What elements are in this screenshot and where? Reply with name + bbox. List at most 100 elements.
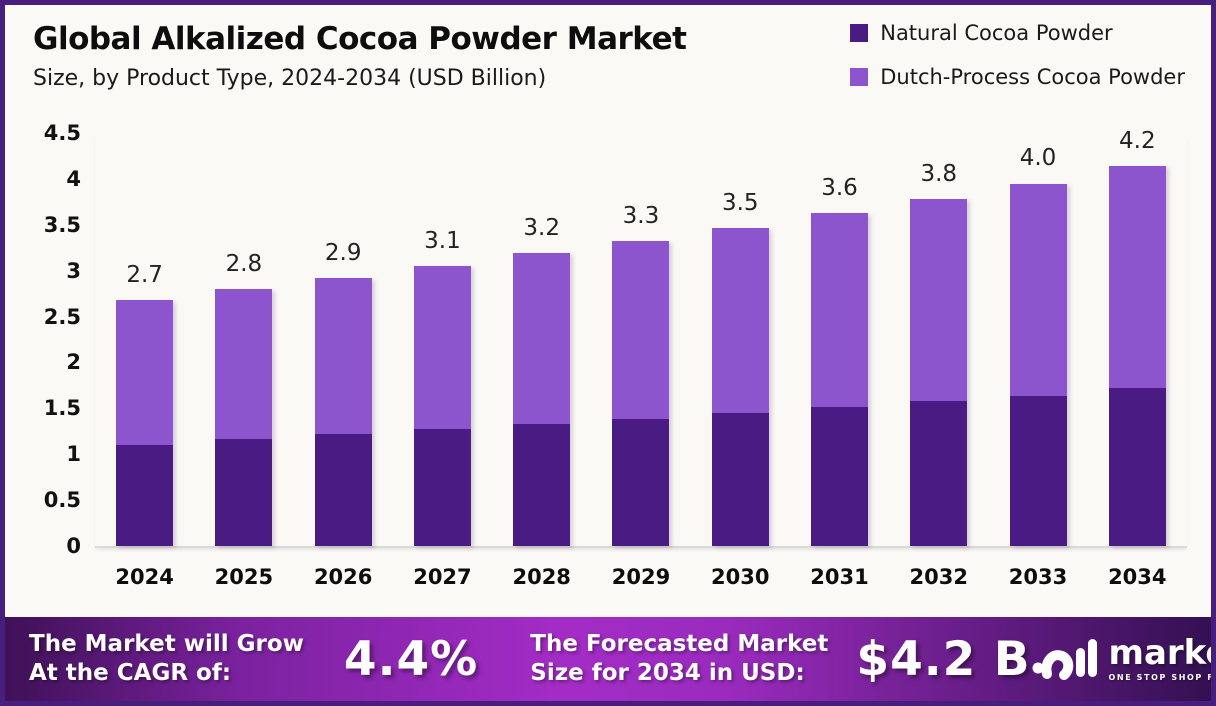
- bar-stack: [116, 300, 174, 546]
- bar-column-2029: 3.3: [591, 135, 690, 546]
- marketus-logo: market.us ONE STOP SHOP FOR THE REPORTS: [1031, 633, 1215, 683]
- bar-total-label: 3.6: [821, 174, 858, 201]
- bar-column-2028: 3.2: [492, 135, 591, 546]
- bar-column-2032: 3.8: [889, 135, 988, 546]
- segment-dutch-process: [215, 289, 273, 439]
- segment-natural: [1108, 388, 1166, 546]
- segment-dutch-process: [314, 278, 372, 435]
- bar-stack: [413, 266, 471, 546]
- x-tick-label: 2030: [711, 565, 770, 589]
- segment-dutch-process: [1009, 183, 1067, 396]
- bar-total-label: 3.2: [523, 215, 560, 242]
- y-tick-label: 3: [66, 258, 81, 283]
- segment-dutch-process: [910, 199, 968, 401]
- bar-column-2025: 2.8: [194, 135, 293, 546]
- segment-natural: [810, 406, 868, 546]
- x-tick-label: 2029: [611, 565, 671, 589]
- marketus-logo-text: market.us ONE STOP SHOP FOR THE REPORTS: [1108, 633, 1215, 682]
- segment-dutch-process: [711, 227, 769, 413]
- bar-stack: [1108, 166, 1166, 546]
- marketus-logo-icon: [1032, 639, 1097, 680]
- y-tick-label: 1.5: [43, 396, 81, 421]
- page-title: Global Alkalized Cocoa Powder Market: [33, 21, 687, 57]
- bar-total-label: 3.1: [424, 228, 461, 255]
- segment-dutch-process: [1108, 166, 1166, 389]
- segment-dutch-process: [413, 266, 471, 430]
- bar-stack: [810, 212, 868, 546]
- cagr-value: 4.4%: [343, 631, 479, 687]
- segment-dutch-process: [612, 241, 670, 420]
- y-tick-label: 2: [66, 350, 81, 375]
- x-axis-labels: 2024 2025 2026 2027 2028 2029 2030 2031 2032 2033…: [95, 565, 1187, 589]
- x-tick-label: 2033: [1008, 565, 1068, 589]
- bar-stack: [711, 227, 769, 546]
- bar-total-label: 2.8: [225, 251, 263, 278]
- marketus-tagline: ONE STOP SHOP FOR THE REPORTS: [1108, 673, 1215, 682]
- segment-natural: [910, 401, 968, 546]
- bar-total-label: 4.2: [1119, 128, 1156, 155]
- cagr-caption: The Market will Grow At the CAGR of:: [29, 630, 304, 688]
- page-subtitle: Size, by Product Type, 2024-2034 (USD Bi…: [33, 66, 547, 91]
- y-tick-label: 0.5: [43, 488, 81, 513]
- bar-stack: [910, 199, 968, 546]
- segment-dutch-process: [116, 300, 174, 446]
- bar-column-2033: 4.0: [988, 135, 1087, 546]
- bar-column-2024: 2.7: [95, 135, 194, 546]
- x-tick-label: 2028: [512, 565, 571, 589]
- bar-columns: 2.7 2.8 2.9 3.1 3.2 3.3 3.5 3.6 3.8 4.0 4.2: [95, 128, 1187, 546]
- chart-header: Global Alkalized Cocoa Powder Market Siz…: [33, 21, 687, 91]
- cagr-caption-line2: At the CAGR of:: [29, 660, 232, 686]
- bar-column-2034: 4.2: [1088, 128, 1187, 546]
- segment-natural: [116, 445, 174, 546]
- y-tick-label: 0: [66, 534, 81, 558]
- bar-stack: [1009, 183, 1067, 546]
- segment-natural: [513, 423, 571, 546]
- forecast-caption: The Forecasted Market Size for 2034 in U…: [530, 630, 828, 688]
- legend-item: Natural Cocoa Powder: [850, 21, 1185, 45]
- x-tick-label: 2031: [810, 565, 869, 589]
- bar-total-label: 2.7: [126, 262, 163, 289]
- x-tick-label: 2032: [909, 565, 968, 589]
- bar-total-label: 4.0: [1019, 145, 1057, 172]
- stats-banner: The Market will Grow At the CAGR of: 4.4…: [5, 617, 1211, 701]
- bar-column-2026: 2.9: [294, 135, 393, 546]
- x-tick-label: 2027: [413, 565, 472, 589]
- y-tick-label: 2.5: [43, 304, 81, 329]
- y-tick-label: 1: [66, 442, 81, 467]
- segment-dutch-process: [810, 212, 868, 407]
- bar-stack: [215, 289, 273, 546]
- plot-area: 2.7 2.8 2.9 3.1 3.2 3.3 3.5 3.6 3.8 4.0 4.2: [95, 128, 1187, 548]
- legend-label: Dutch-Process Cocoa Powder: [880, 65, 1185, 89]
- bar-stack: [612, 241, 670, 546]
- segment-natural: [413, 429, 471, 546]
- chart-legend: Natural Cocoa Powder Dutch-Process Cocoa …: [850, 21, 1185, 109]
- segment-natural: [612, 419, 670, 546]
- bar-total-label: 3.3: [622, 203, 660, 230]
- forecast-caption-line2: Size for 2034 in USD:: [530, 660, 805, 686]
- x-tick-label: 2034: [1108, 565, 1167, 589]
- segment-natural: [314, 434, 372, 546]
- legend-item: Dutch-Process Cocoa Powder: [850, 65, 1185, 89]
- forecast-value: $4.2 B: [856, 631, 1031, 687]
- bar-column-2027: 3.1: [393, 135, 492, 546]
- bar-total-label: 2.9: [324, 240, 362, 267]
- x-tick-label: 2024: [115, 565, 174, 589]
- y-tick-label: 4.5: [43, 121, 81, 145]
- x-tick-label: 2025: [214, 565, 274, 589]
- legend-swatch: [850, 68, 869, 86]
- segment-natural: [711, 412, 769, 546]
- bar-stack: [314, 278, 372, 546]
- forecast-caption-line1: The Forecasted Market: [530, 631, 829, 658]
- x-tick-label: 2026: [313, 565, 373, 589]
- segment-natural: [215, 438, 273, 546]
- y-tick-label: 3.5: [43, 212, 81, 237]
- marketus-brand-name: market.us: [1108, 633, 1211, 673]
- bar-total-label: 3.5: [721, 189, 759, 216]
- legend-swatch: [850, 24, 869, 42]
- bar-total-label: 3.8: [920, 161, 958, 188]
- cagr-caption-line1: The Market will Grow: [29, 631, 304, 658]
- legend-label: Natural Cocoa Powder: [880, 21, 1113, 45]
- segment-dutch-process: [513, 253, 571, 424]
- segment-natural: [1009, 395, 1067, 546]
